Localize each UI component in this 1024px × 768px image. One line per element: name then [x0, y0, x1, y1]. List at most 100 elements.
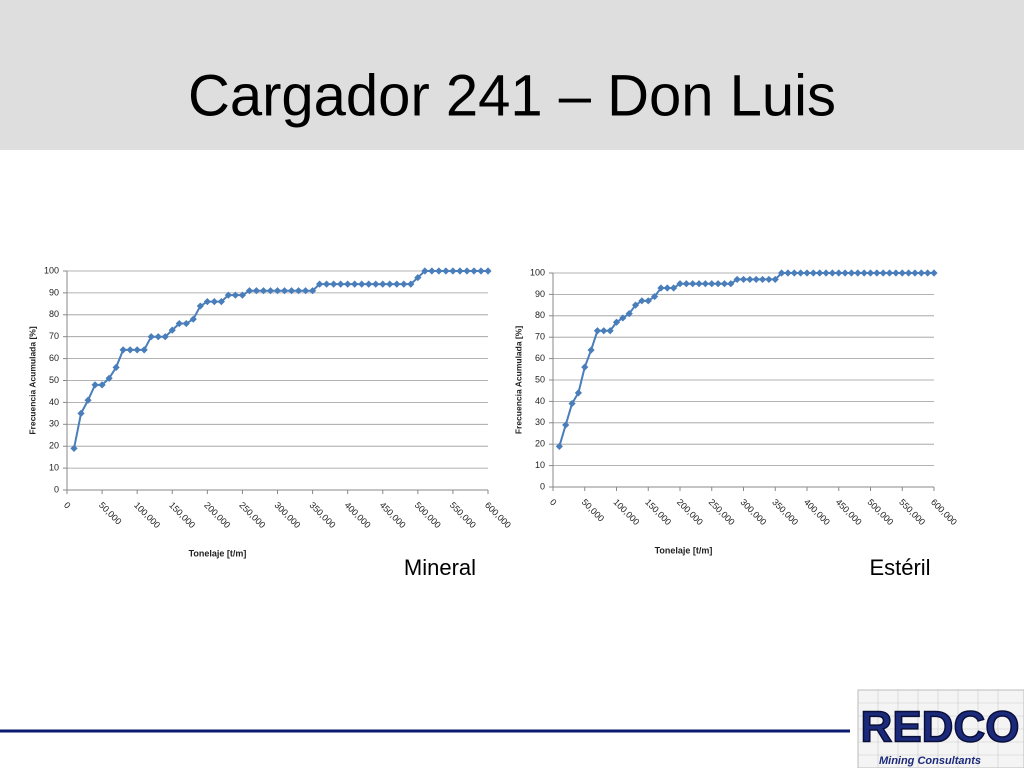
marker	[587, 346, 595, 354]
marker	[456, 267, 464, 275]
marker	[175, 319, 183, 328]
marker	[238, 291, 247, 299]
slide-title: Cargador 241 – Don Luis	[188, 63, 836, 128]
marker	[809, 269, 817, 277]
y-tick-label: 20	[49, 441, 59, 451]
marker	[372, 280, 380, 288]
marker	[484, 267, 492, 275]
y-tick-label: 30	[535, 417, 545, 427]
marker	[379, 280, 387, 288]
marker	[873, 269, 881, 277]
y-tick-label: 50	[49, 375, 59, 385]
marker	[689, 280, 697, 288]
marker	[663, 284, 671, 292]
marker	[752, 275, 760, 284]
y-tick-label: 0	[540, 481, 545, 491]
y-tick-label: 10	[49, 462, 59, 472]
marker	[196, 302, 204, 310]
marker	[266, 287, 275, 295]
marker	[866, 269, 875, 277]
marker	[568, 399, 576, 408]
marker	[287, 287, 296, 295]
marker	[854, 269, 862, 277]
marker	[442, 267, 450, 275]
marker	[847, 269, 856, 277]
marker	[593, 327, 602, 335]
marker	[720, 280, 729, 288]
marker	[860, 269, 868, 277]
marker	[407, 280, 415, 288]
marker	[337, 280, 345, 288]
marker	[316, 280, 324, 288]
y-axis-title: Frecuencia Acumulada [%]	[513, 326, 523, 434]
marker	[210, 298, 218, 306]
marker	[140, 346, 148, 354]
marker	[112, 363, 120, 371]
marker	[555, 442, 563, 450]
marker	[470, 267, 478, 275]
y-tick-label: 60	[535, 353, 545, 363]
y-axis-title: Frecuencia Acumulada [%]	[27, 326, 37, 434]
marker	[574, 389, 582, 397]
marker	[765, 275, 773, 284]
marker	[105, 374, 113, 382]
marker	[421, 267, 429, 275]
marker	[911, 269, 919, 277]
marker	[189, 315, 197, 323]
marker	[273, 287, 282, 295]
marker	[816, 269, 824, 277]
marker	[98, 381, 106, 389]
marker	[84, 396, 92, 404]
marker	[217, 298, 225, 306]
marker	[224, 291, 232, 299]
marker	[562, 421, 570, 429]
marker	[676, 280, 684, 288]
chart-caption: Mineral	[404, 555, 476, 580]
marker	[657, 284, 665, 292]
marker	[323, 280, 331, 288]
marker	[924, 269, 932, 277]
marker	[695, 280, 703, 288]
x-axis-title: Tonelaje [t/m]	[189, 548, 247, 558]
x-tick-label: 0	[548, 497, 559, 508]
marker	[126, 346, 134, 354]
y-tick-label: 10	[535, 460, 545, 470]
marker	[822, 269, 830, 277]
marker	[727, 280, 735, 288]
logo-name: REDCO	[861, 703, 1020, 752]
marker	[414, 273, 422, 282]
marker	[841, 269, 849, 277]
marker	[930, 269, 938, 277]
marker	[797, 269, 805, 277]
marker	[784, 269, 792, 277]
marker	[182, 319, 190, 328]
marker	[161, 333, 169, 341]
marker	[400, 280, 408, 288]
y-tick-label: 100	[530, 267, 545, 277]
marker	[428, 267, 436, 275]
marker	[733, 275, 741, 284]
y-tick-label: 80	[49, 309, 59, 319]
marker	[771, 275, 779, 284]
y-tick-label: 50	[535, 374, 545, 384]
logo-grid	[858, 690, 1024, 768]
marker	[358, 280, 366, 288]
marker	[280, 287, 289, 295]
marker	[892, 269, 900, 277]
y-tick-label: 40	[535, 396, 545, 406]
y-tick-label: 70	[49, 331, 59, 341]
y-tick-label: 90	[535, 289, 545, 299]
marker	[644, 297, 652, 305]
marker	[917, 269, 925, 277]
marker	[308, 287, 317, 295]
y-tick-label: 80	[535, 310, 545, 320]
y-tick-label: 90	[49, 287, 59, 297]
marker	[803, 269, 811, 277]
marker	[477, 267, 485, 275]
marker	[828, 269, 836, 277]
marker	[344, 280, 352, 288]
marker	[790, 269, 798, 277]
marker	[203, 298, 211, 306]
marker	[714, 280, 722, 288]
